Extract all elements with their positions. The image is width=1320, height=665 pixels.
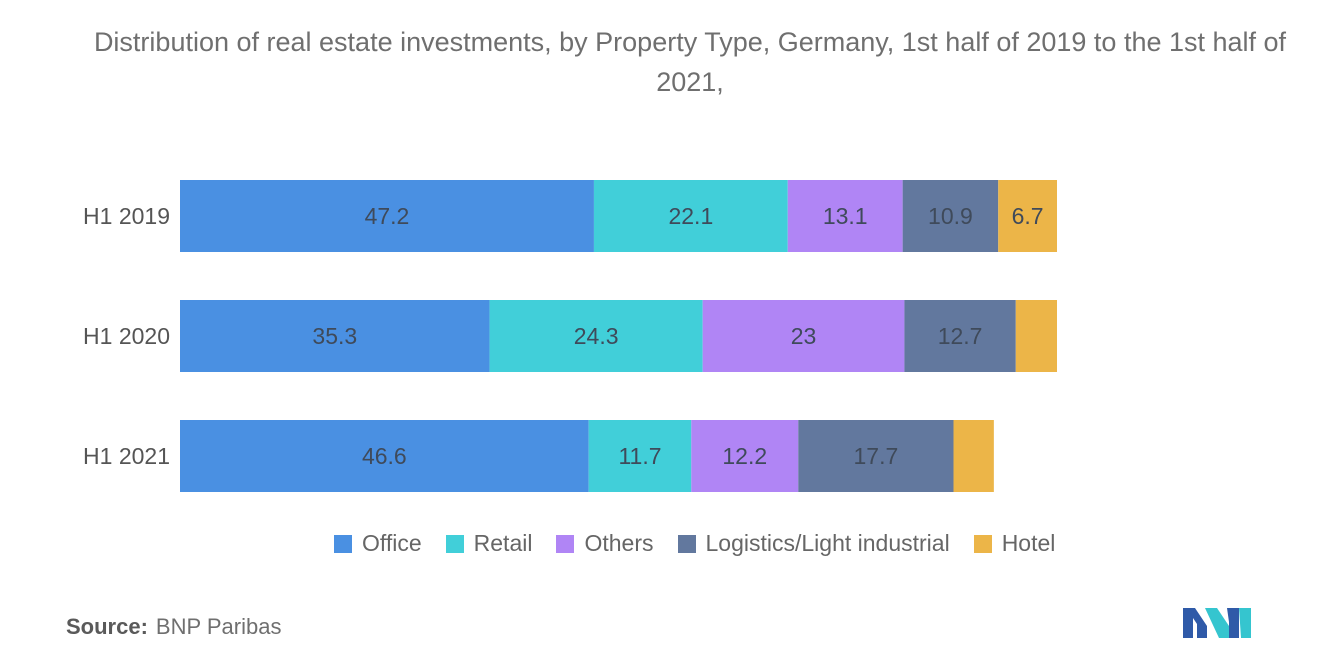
data-label-hotel-h1-2019: 6.7 bbox=[1012, 203, 1044, 229]
mordor-intelligence-logo-icon bbox=[1183, 608, 1251, 638]
data-label-retail-h1-2019: 22.1 bbox=[668, 203, 713, 229]
bar-others-h1-2020 bbox=[702, 300, 905, 372]
source-text: BNP Paribas bbox=[155, 614, 282, 639]
legend-swatch-retail bbox=[445, 534, 464, 553]
legend-item-retail: Retail bbox=[445, 530, 533, 557]
legend-label-logistics-light-industrial: Logistics/Light industrial bbox=[705, 530, 950, 556]
data-label-office-h1-2021: 46.6 bbox=[362, 443, 407, 469]
legend-item-others: Others bbox=[556, 530, 654, 557]
bar-others-h1-2021 bbox=[691, 420, 799, 492]
bar-others-h1-2019 bbox=[787, 180, 903, 252]
legend-label-others: Others bbox=[584, 530, 654, 556]
legend-item-hotel: Hotel bbox=[973, 530, 1056, 557]
legend-swatch-others bbox=[556, 534, 575, 553]
source-note: Source: BNP Paribas bbox=[66, 614, 281, 640]
category-label-h1-2019: H1 2019 bbox=[83, 203, 170, 229]
data-label-office-h1-2019: 47.2 bbox=[365, 203, 410, 229]
bar-office-h1-2019 bbox=[180, 180, 594, 252]
source-label: Source: bbox=[66, 614, 148, 639]
bar-hotel-h1-2019 bbox=[998, 180, 1057, 252]
data-label-others-h1-2021: 12.2 bbox=[722, 443, 767, 469]
bar-hotel-h1-2021 bbox=[953, 420, 994, 492]
category-label-h1-2021: H1 2021 bbox=[83, 443, 170, 469]
data-label-retail-h1-2021: 11.7 bbox=[618, 443, 661, 469]
bar-office-h1-2021 bbox=[180, 420, 589, 492]
data-label-logistics-light-industrial-h1-2021: 17.7 bbox=[854, 443, 899, 469]
data-label-office-h1-2020: 35.3 bbox=[312, 323, 357, 349]
legend-swatch-office bbox=[334, 534, 352, 553]
chart-legend: Office Retail Others Logistics/Light indust… bbox=[334, 530, 1079, 557]
legend-swatch-hotel bbox=[973, 534, 992, 553]
bar-retail-h1-2021 bbox=[588, 420, 692, 492]
bar-office-h1-2020 bbox=[180, 300, 490, 372]
legend-swatch-logistics-light-industrial bbox=[677, 534, 696, 553]
bar-logistics-light-industrial-h1-2020 bbox=[904, 300, 1016, 372]
legend-label-retail: Retail bbox=[473, 530, 533, 556]
bar-retail-h1-2020 bbox=[489, 300, 703, 372]
legend-item-office: Office bbox=[334, 530, 422, 557]
bar-logistics-light-industrial-h1-2021 bbox=[798, 420, 954, 492]
bar-retail-h1-2019 bbox=[593, 180, 788, 252]
data-label-logistics-light-industrial-h1-2020: 12.7 bbox=[938, 323, 983, 349]
bar-logistics-light-industrial-h1-2019 bbox=[902, 180, 999, 252]
legend-item-logistics-light-industrial: Logistics/Light industrial bbox=[677, 530, 950, 557]
data-label-retail-h1-2020: 24.3 bbox=[574, 323, 619, 349]
data-label-others-h1-2020: 23 bbox=[791, 323, 817, 349]
data-label-logistics-light-industrial-h1-2019: 10.9 bbox=[928, 203, 973, 229]
legend-label-office: Office bbox=[362, 530, 422, 556]
category-label-h1-2020: H1 2020 bbox=[83, 323, 170, 349]
bar-hotel-h1-2020 bbox=[1015, 300, 1057, 372]
data-label-others-h1-2019: 13.1 bbox=[823, 203, 868, 229]
legend-label-hotel: Hotel bbox=[1001, 530, 1056, 556]
chart-title: Distribution of real estate investments,… bbox=[93, 27, 1287, 97]
bar-chart: H1 2019 47.2 22.1 13.1 10.9 6.7 H1 2020 35.3 24.… bbox=[83, 180, 1057, 492]
